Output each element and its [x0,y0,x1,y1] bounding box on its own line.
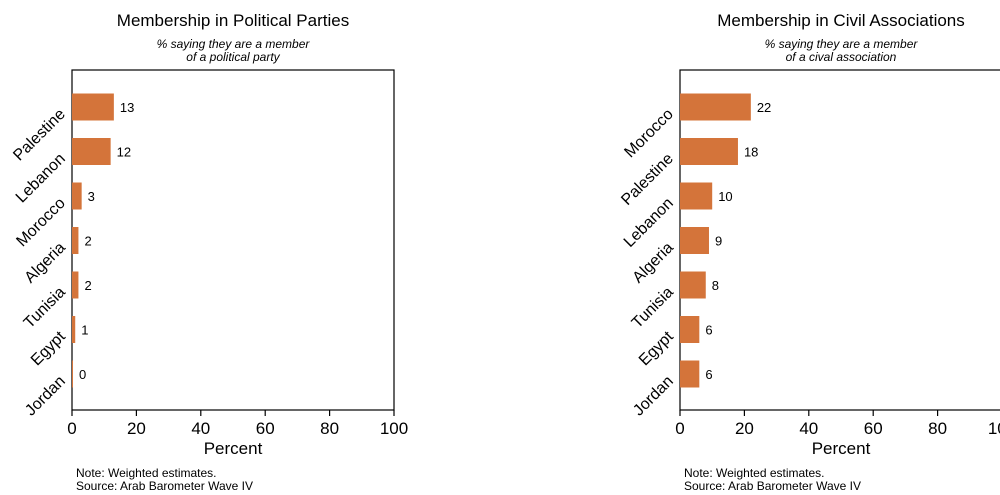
x-axis-title: Percent [204,439,263,458]
chart-note-line: Note: Weighted estimates. [76,466,217,480]
x-tick-label: 20 [127,419,146,438]
x-axis-title: Percent [812,439,871,458]
plot-frame [71,69,395,411]
chart-subtitle-line: % saying they are a member [765,37,919,51]
data-label-jordan: 0 [79,367,86,382]
x-tick-label: 20 [735,419,754,438]
data-label-lebanon: 10 [718,189,732,204]
bar-tunisia [680,271,706,299]
x-tick-label: 100 [380,419,408,438]
x-tick-label: 60 [864,419,883,438]
x-tick-label: 0 [67,419,76,438]
category-label-tunisia: Tunisia [21,284,69,332]
bar-lebanon [72,138,111,165]
bar-palestine [680,138,738,165]
data-label-egypt: 1 [81,323,88,338]
chart-panel-1: Membership in Political Parties % saying … [10,11,408,493]
bar-algeria [72,227,79,254]
category-label-egypt: Egypt [28,328,69,369]
bar-morocco [680,93,751,121]
chart-panel-2: Membership in Civil Associations % saying… [618,11,1000,493]
category-label-tunisia: Tunisia [629,284,677,332]
bar-palestine [72,93,114,121]
chart-title: Membership in Political Parties [117,11,349,30]
category-label-morocco: Morocco [621,106,676,161]
x-tick-label: 100 [988,419,1000,438]
chart-subtitle-line: of a political party [186,50,280,64]
data-label-algeria: 9 [715,234,722,249]
x-tick-label: 60 [256,419,275,438]
chart-subtitle-line: of a cival association [786,50,897,64]
bar-jordan [72,360,73,388]
x-tick-label: 0 [675,419,684,438]
data-label-tunisia: 2 [84,278,91,293]
data-label-palestine: 13 [120,100,134,115]
chart-subtitle-line: % saying they are a member [157,37,311,51]
bar-egypt [680,316,700,343]
bar-lebanon [680,182,713,210]
chart-note-line: Source: Arab Barometer Wave IV [76,479,253,493]
data-label-lebanon: 12 [117,145,131,160]
x-tick-label: 80 [928,419,947,438]
chart-note-line: Source: Arab Barometer Wave IV [684,479,861,493]
data-label-morocco: 22 [757,100,771,115]
plot-frame [679,69,1000,411]
bar-morocco [72,182,82,210]
data-label-algeria: 2 [84,234,91,249]
category-label-jordan: Jordan [630,373,677,420]
bar-algeria [680,227,709,254]
chart-note-line: Note: Weighted estimates. [684,466,825,480]
x-tick-label: 40 [191,419,210,438]
x-tick-label: 80 [320,419,339,438]
bar-egypt [72,316,76,343]
x-tick-label: 40 [799,419,818,438]
chart-title: Membership in Civil Associations [717,11,965,30]
data-label-jordan: 6 [705,367,712,382]
bar-jordan [680,360,700,388]
category-label-jordan: Jordan [22,373,69,420]
data-label-tunisia: 8 [712,278,719,293]
data-label-morocco: 3 [88,189,95,204]
bar-tunisia [72,271,79,299]
data-label-egypt: 6 [705,323,712,338]
category-label-egypt: Egypt [636,328,677,369]
data-label-palestine: 18 [744,145,758,160]
